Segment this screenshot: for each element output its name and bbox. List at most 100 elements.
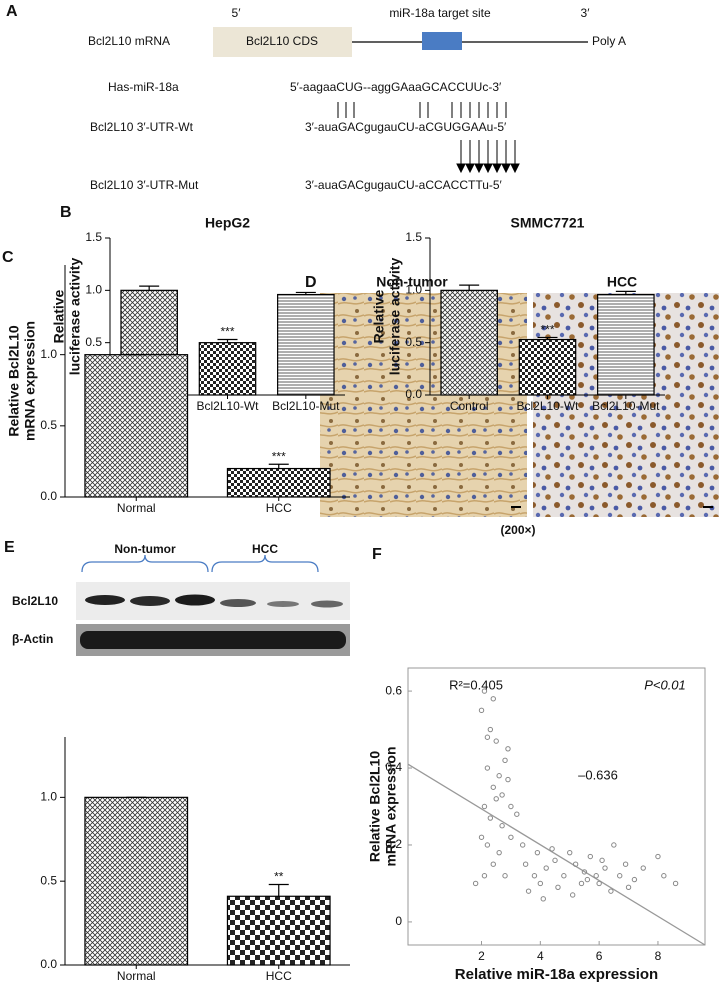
point — [584, 876, 591, 883]
y-tick-label: 0 — [395, 914, 402, 928]
y-axis-label: luciferase activity — [67, 258, 83, 376]
bar — [277, 293, 335, 396]
point — [478, 834, 485, 840]
point — [611, 842, 617, 848]
group-label: Non-tumor — [114, 542, 176, 556]
point — [522, 861, 529, 867]
x-tick-label: HCC — [266, 969, 292, 983]
annotation: R²=0.405 — [449, 677, 503, 692]
point — [493, 738, 499, 744]
x-tick-label: Normal — [117, 501, 156, 515]
cds-box — [213, 27, 352, 57]
point — [572, 861, 579, 867]
label: Bcl2L10 3′-UTR-Mut — [90, 178, 199, 192]
annotation: P<0.01 — [644, 677, 686, 692]
bar — [84, 796, 189, 966]
point — [496, 773, 502, 779]
bar — [597, 293, 655, 396]
band — [80, 631, 346, 649]
point — [602, 865, 608, 871]
y-tick-label: 0.5 — [405, 335, 422, 349]
point — [481, 688, 488, 694]
point — [655, 853, 661, 860]
band — [267, 601, 299, 607]
magnification: (200×) — [500, 523, 535, 537]
point — [505, 746, 511, 752]
point — [493, 796, 499, 802]
label: Bcl2L10 mRNA — [88, 34, 170, 48]
point — [487, 815, 494, 821]
point — [540, 896, 546, 902]
point — [490, 861, 496, 867]
point — [672, 880, 679, 887]
point — [569, 892, 576, 898]
y-tick-label: 1.0 — [405, 283, 422, 297]
panel-letter: C — [2, 249, 14, 266]
band — [311, 600, 343, 608]
x-tick-label: Bcl2L10-Wt — [196, 399, 259, 413]
label: Bcl2L10 3′-UTR-Wt — [90, 120, 194, 134]
x-tick-label: 2 — [478, 949, 485, 963]
point — [508, 834, 514, 840]
x-tick-label: Control — [450, 399, 489, 413]
label: miR-18a target site — [389, 6, 491, 20]
panel-letter: A — [6, 3, 18, 20]
label: Bcl2L10 CDS — [246, 34, 318, 48]
y-tick-label: 1.0 — [40, 790, 57, 804]
chart-title: SMMC7721 — [511, 215, 585, 231]
bar — [84, 354, 189, 498]
point — [593, 873, 599, 879]
point — [596, 880, 602, 887]
y-tick-label: 0.5 — [85, 335, 102, 349]
point — [537, 880, 544, 887]
y-tick-label: 0.4 — [385, 760, 402, 774]
y-tick-label: 0.0 — [405, 387, 422, 401]
x-tick-label: Bcl2L10-Wt — [516, 399, 579, 413]
point — [487, 726, 494, 733]
point — [581, 869, 588, 875]
x-tick-label: 6 — [596, 949, 603, 963]
bar — [440, 289, 498, 396]
point — [484, 734, 491, 740]
panel-letter: E — [4, 539, 15, 556]
point — [549, 846, 555, 852]
label: Poly A — [592, 34, 626, 48]
point — [531, 873, 538, 879]
panel-letter: B — [60, 204, 72, 221]
point — [534, 849, 541, 856]
trend-line — [407, 763, 706, 946]
point — [578, 880, 585, 887]
image-title: HCC — [607, 274, 637, 290]
point — [496, 849, 502, 856]
y-tick-label: 0.0 — [40, 957, 57, 971]
point — [622, 861, 629, 867]
point — [499, 823, 505, 829]
point — [552, 857, 558, 864]
point — [478, 707, 485, 714]
sequence: 3′-auaGACgugauCU-aCGUGGAAu-5′ — [305, 120, 507, 134]
x-tick-label: 8 — [655, 949, 662, 963]
band — [130, 596, 170, 606]
panel-a: 5′ miR-18a target site 3′ Bcl2L10 mRNA B… — [88, 6, 626, 192]
point — [525, 888, 532, 894]
x-tick-label: 4 — [537, 949, 544, 963]
band — [85, 595, 125, 605]
label: 5′ — [232, 6, 242, 20]
panel-letter: D — [305, 274, 317, 291]
y-tick-label: 1.0 — [40, 347, 57, 361]
point — [490, 784, 496, 790]
y-axis-label: luciferase activity — [387, 258, 403, 376]
band — [220, 599, 256, 607]
point — [484, 842, 491, 848]
point — [599, 857, 605, 864]
point — [640, 865, 646, 871]
band — [175, 594, 215, 606]
x-tick-label: Normal — [117, 969, 156, 983]
point — [587, 853, 594, 860]
point — [625, 884, 632, 890]
y-tick-label: 1.0 — [85, 283, 102, 297]
x-tick-label: Bcl2L10-Mut — [272, 399, 340, 413]
x-tick-label: Bcl2L10-Mut — [592, 399, 660, 413]
significance-label: ** — [274, 870, 284, 884]
panel-letter: F — [372, 546, 382, 563]
